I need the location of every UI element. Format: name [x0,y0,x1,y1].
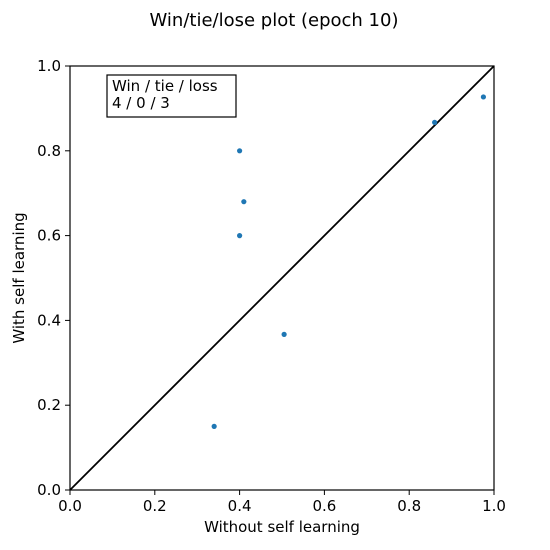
y-axis-ticks: 0.0 0.2 0.4 0.6 0.8 1.0 [37,57,70,499]
annotation-box: Win / tie / loss 4 / 0 / 3 [107,75,236,117]
x-tick-label: 0.0 [58,497,82,515]
scatter-point [481,94,486,99]
y-tick-label: 0.2 [37,396,61,414]
x-tick-label: 1.0 [482,497,506,515]
scatter-point [282,332,287,337]
x-tick-label: 0.2 [143,497,167,515]
scatter-point [237,233,242,238]
annotation-line-2: 4 / 0 / 3 [112,94,170,112]
scatter-point [237,148,242,153]
y-tick-label: 0.8 [37,142,61,160]
y-tick-label: 1.0 [37,57,61,75]
scatter-points [212,94,486,429]
x-tick-label: 0.8 [397,497,421,515]
scatter-point [432,120,437,125]
x-tick-label: 0.6 [312,497,336,515]
x-axis-ticks: 0.0 0.2 0.4 0.6 0.8 1.0 [58,490,506,515]
chart-title: Win/tie/lose plot (epoch 10) [150,10,399,31]
x-tick-label: 0.4 [228,497,252,515]
annotation-line-1: Win / tie / loss [112,77,218,95]
y-tick-label: 0.6 [37,227,61,245]
scatter-point [212,424,217,429]
y-tick-label: 0.4 [37,311,61,329]
x-axis-label: Without self learning [204,518,360,536]
diagonal-reference-line [70,66,494,490]
scatter-point [241,199,246,204]
y-tick-label: 0.0 [37,481,61,499]
y-axis-label: With self learning [10,212,28,343]
